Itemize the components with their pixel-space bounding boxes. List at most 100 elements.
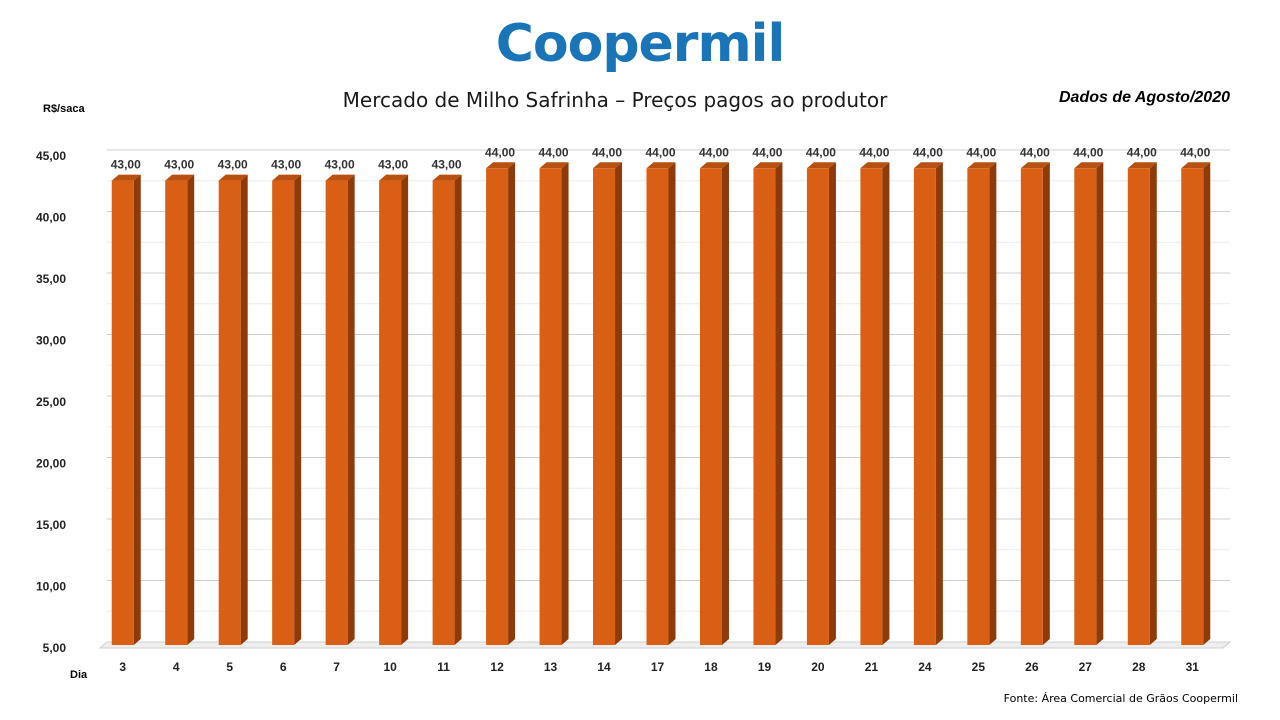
bar-top	[486, 162, 516, 169]
bar	[379, 180, 402, 645]
bar-side	[775, 162, 783, 646]
bar	[218, 180, 241, 645]
y-tick-label: 5,00	[43, 641, 67, 655]
x-tick-label: 4	[173, 660, 180, 674]
bar-top	[272, 174, 302, 181]
data-label: 44,00	[1180, 145, 1210, 159]
data-label: 44,00	[539, 145, 569, 159]
bar	[1127, 168, 1150, 646]
coopermil-logo: Coopermil	[495, 14, 786, 74]
bar-side	[1203, 162, 1211, 646]
bar-side	[882, 162, 890, 646]
x-tick-label: 11	[437, 660, 450, 674]
data-label: 44,00	[913, 145, 943, 159]
y-tick-label: 35,00	[36, 272, 66, 286]
data-label: 43,00	[218, 158, 248, 172]
bar-side	[668, 162, 676, 646]
y-tick-label: 25,00	[36, 395, 66, 409]
bar	[272, 180, 295, 645]
data-label: 44,00	[485, 145, 515, 159]
bar-top	[1181, 162, 1211, 169]
bar-top	[379, 174, 409, 181]
x-tick-label: 24	[918, 660, 932, 674]
x-tick-label: 28	[1132, 660, 1146, 674]
x-tick-label: 19	[758, 660, 772, 674]
bar-side	[1096, 162, 1104, 646]
bar	[165, 180, 188, 645]
bar-side	[721, 162, 729, 646]
bar-top	[593, 162, 623, 169]
data-label: 44,00	[966, 145, 996, 159]
bar	[806, 168, 829, 646]
bar-side	[133, 174, 141, 645]
data-label: 43,00	[111, 158, 141, 172]
x-tick-label: 17	[651, 660, 665, 674]
bar	[1181, 168, 1204, 646]
bar	[699, 168, 722, 646]
x-tick-label: 6	[280, 660, 287, 674]
bar-side	[294, 174, 302, 645]
bar	[860, 168, 883, 646]
bar-side	[561, 162, 569, 646]
data-label: 43,00	[378, 158, 408, 172]
bar-top	[913, 162, 943, 169]
data-label: 44,00	[1073, 145, 1103, 159]
x-tick-label: 31	[1186, 660, 1200, 674]
bar-side	[615, 162, 623, 646]
bar-side	[240, 174, 248, 645]
data-label: 43,00	[271, 158, 301, 172]
y-tick-label: 30,00	[36, 334, 66, 348]
bar-side	[401, 174, 409, 645]
data-label: 44,00	[592, 145, 622, 159]
bar-top	[699, 162, 729, 169]
bar	[486, 168, 509, 646]
data-label: 44,00	[806, 145, 836, 159]
bar-top	[1020, 162, 1050, 169]
x-tick-label: 27	[1079, 660, 1093, 674]
bar	[1020, 168, 1043, 646]
bar-top	[860, 162, 890, 169]
bar-top	[646, 162, 676, 169]
bar-side	[989, 162, 997, 646]
data-label: 44,00	[1020, 145, 1050, 159]
bar-top	[539, 162, 569, 169]
bar	[646, 168, 669, 646]
x-tick-label: 25	[972, 660, 986, 674]
y-tick-label: 45,00	[36, 149, 66, 163]
x-tick-label: 10	[383, 660, 397, 674]
x-tick-label: 5	[226, 660, 233, 674]
x-tick-label: 3	[119, 660, 126, 674]
bar-top	[806, 162, 836, 169]
bar-top	[165, 174, 195, 181]
y-tick-label: 10,00	[36, 580, 66, 594]
bar-top	[325, 174, 355, 181]
bar-side	[1042, 162, 1050, 646]
bar	[1074, 168, 1097, 646]
bar-top	[111, 174, 141, 181]
bar-side	[454, 174, 462, 645]
x-tick-label: 13	[544, 660, 558, 674]
bar-top	[432, 174, 462, 181]
data-label: 43,00	[432, 158, 462, 172]
bar-side	[347, 174, 355, 645]
bar-top	[218, 174, 248, 181]
bar	[913, 168, 936, 646]
data-label: 43,00	[164, 158, 194, 172]
bar-top	[753, 162, 783, 169]
bar	[753, 168, 776, 646]
y-tick-label: 40,00	[36, 211, 66, 225]
data-label: 44,00	[1127, 145, 1157, 159]
data-label: 44,00	[752, 145, 782, 159]
bar	[539, 168, 562, 646]
x-axis-label: Dia	[70, 669, 88, 681]
period-label: Dados de Agosto/2020	[1058, 89, 1230, 106]
data-label: 44,00	[699, 145, 729, 159]
x-tick-label: 7	[333, 660, 340, 674]
bar-top	[1074, 162, 1104, 169]
chart-title: Mercado de Milho Safrinha – Preços pagos…	[342, 88, 888, 112]
bar-side	[935, 162, 943, 646]
data-label: 43,00	[325, 158, 355, 172]
x-tick-label: 12	[490, 660, 504, 674]
x-tick-label: 21	[865, 660, 879, 674]
